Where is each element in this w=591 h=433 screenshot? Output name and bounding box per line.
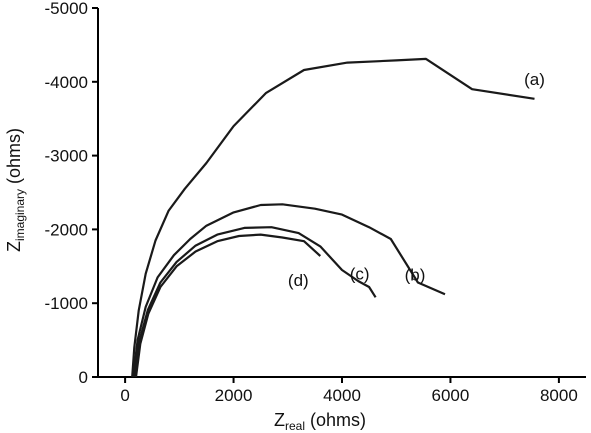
y-tick-label: -1000	[45, 294, 88, 313]
x-axis-title: Zreal (ohms)	[274, 410, 366, 433]
x-axis-title-rest: (ohms)	[305, 410, 366, 430]
series-line-2	[133, 226, 377, 378]
series-labels: (a) (b) (c) (d)	[288, 70, 545, 290]
series-line-1	[132, 203, 446, 378]
y-axis-title-sub: imaginary	[13, 189, 27, 241]
series-line-0	[131, 57, 535, 378]
series-label-1: (b)	[405, 265, 426, 284]
x-tick-label: 6000	[432, 386, 470, 405]
y-tick-label: -2000	[45, 220, 88, 239]
y-axis-title-rest: (ohms)	[4, 128, 24, 189]
y-axis-title: Zimaginary (ohms)	[4, 128, 27, 252]
x-tick-label: 0	[120, 386, 129, 405]
axes: 0 2000 4000 6000 8000 0 -1000 -2000 -3000 -4000 -5…	[45, 0, 586, 405]
y-tick-label: -3000	[45, 147, 88, 166]
series-lines	[131, 57, 535, 378]
y-tick-label: -5000	[45, 0, 88, 18]
x-tick-label: 4000	[323, 386, 361, 405]
series-line-3	[134, 233, 322, 378]
series-label-0: (a)	[524, 70, 545, 89]
y-tick-label: 0	[79, 368, 88, 387]
y-tick-label: -4000	[45, 73, 88, 92]
series-label-3: (d)	[288, 271, 309, 290]
x-axis-title-sub: real	[285, 419, 305, 433]
y-axis-title-main: Z	[4, 241, 24, 252]
x-tick-label: 2000	[215, 386, 253, 405]
x-tick-label: 8000	[540, 386, 578, 405]
series-label-2: (c)	[350, 264, 370, 283]
x-axis-title-main: Z	[274, 410, 285, 430]
